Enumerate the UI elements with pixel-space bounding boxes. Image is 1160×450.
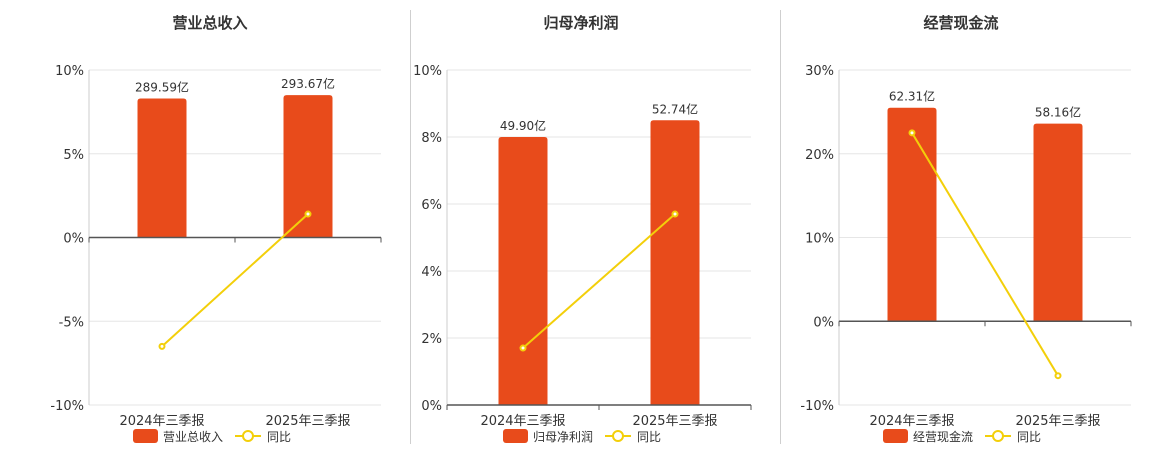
yoy-line	[911, 132, 1059, 377]
bar-data-label: 49.90亿	[500, 118, 546, 133]
y-tick-label: 2%	[421, 332, 442, 347]
legend-bar-swatch	[503, 429, 528, 443]
bar-data-label: 52.74亿	[652, 101, 698, 116]
y-tick-label: 30%	[805, 64, 834, 79]
bar	[887, 107, 937, 322]
chart-revenue: 营业总收入 -10% -5% 0% 5% 10% 289.59亿 293.67亿 2024年三季…	[50, 14, 382, 444]
legend-line-label: 同比	[1017, 430, 1041, 444]
panel-divider	[410, 10, 411, 444]
yoy-point	[304, 210, 312, 218]
x-category-label: 2025年三季报	[1015, 414, 1100, 429]
chart-title: 经营现金流	[923, 14, 998, 32]
bar	[137, 98, 187, 238]
y-tick-label: -5%	[59, 315, 84, 330]
y-tick-label: 20%	[805, 148, 834, 163]
y-tick-label: 0%	[813, 315, 834, 330]
panel-divider	[780, 10, 781, 444]
y-tick-label: 6%	[421, 198, 442, 213]
yoy-line	[522, 213, 676, 349]
legend-line-label: 同比	[637, 430, 661, 444]
yoy-point	[519, 344, 527, 352]
bar	[283, 95, 333, 238]
legend-line-marker	[242, 430, 254, 442]
bar-data-label: 289.59亿	[135, 79, 189, 94]
x-category-label: 2024年三季报	[869, 414, 954, 429]
x-category-label: 2024年三季报	[480, 414, 565, 429]
y-tick-label: 0%	[421, 399, 442, 414]
bar-data-label: 293.67亿	[281, 76, 335, 91]
chart-title: 营业总收入	[172, 14, 247, 32]
bar	[1033, 123, 1083, 322]
chart-panel-cash-flow: 经营现金流 -10% 0% 10% 20% 30% 62.31亿 58.16亿 2024年三季报…	[781, 0, 1160, 450]
y-tick-label: 10%	[805, 232, 834, 247]
y-tick-label: 10%	[55, 64, 84, 79]
bar	[650, 120, 700, 405]
chart-panel-revenue: 营业总收入 -10% -5% 0% 5% 10% 289.59亿 293.67亿 2024年三季…	[0, 0, 410, 450]
chart-panel-net-profit: 归母净利润 0% 2% 4% 6% 8% 10% 49.90亿 52.74亿 2024年三季报 20…	[411, 0, 780, 450]
chart-title: 归母净利润	[543, 14, 618, 32]
y-tick-label: 8%	[421, 131, 442, 146]
y-tick-label: -10%	[800, 399, 834, 414]
bar	[498, 137, 548, 405]
legend-line-marker	[612, 430, 624, 442]
legend-bar-swatch	[883, 429, 908, 443]
legend-bar-label: 营业总收入	[163, 430, 223, 444]
x-category-label: 2025年三季报	[265, 414, 350, 429]
yoy-point	[908, 129, 916, 137]
x-category-label: 2024年三季报	[119, 414, 204, 429]
legend-line-marker	[992, 430, 1004, 442]
chart-cash-flow: 经营现金流 -10% 0% 10% 20% 30% 62.31亿 58.16亿 2024年三季报…	[800, 14, 1132, 444]
y-tick-label: 5%	[63, 148, 84, 163]
y-tick-label: 10%	[413, 64, 442, 79]
bar-data-label: 58.16亿	[1035, 105, 1081, 120]
yoy-line	[161, 213, 309, 348]
y-tick-label: 0%	[63, 232, 84, 247]
yoy-point	[1054, 372, 1062, 380]
bar-data-label: 62.31亿	[889, 89, 935, 104]
legend-line-label: 同比	[267, 430, 291, 444]
y-tick-label: -10%	[50, 399, 84, 414]
legend-bar-label: 归母净利润	[533, 430, 593, 444]
y-tick-label: 4%	[421, 265, 442, 280]
yoy-point	[671, 210, 679, 218]
chart-net-profit: 归母净利润 0% 2% 4% 6% 8% 10% 49.90亿 52.74亿 2024年三季报 20…	[413, 14, 752, 444]
yoy-point	[158, 342, 166, 350]
x-category-label: 2025年三季报	[632, 414, 717, 429]
legend-bar-label: 经营现金流	[913, 429, 973, 444]
legend-bar-swatch	[133, 429, 158, 443]
